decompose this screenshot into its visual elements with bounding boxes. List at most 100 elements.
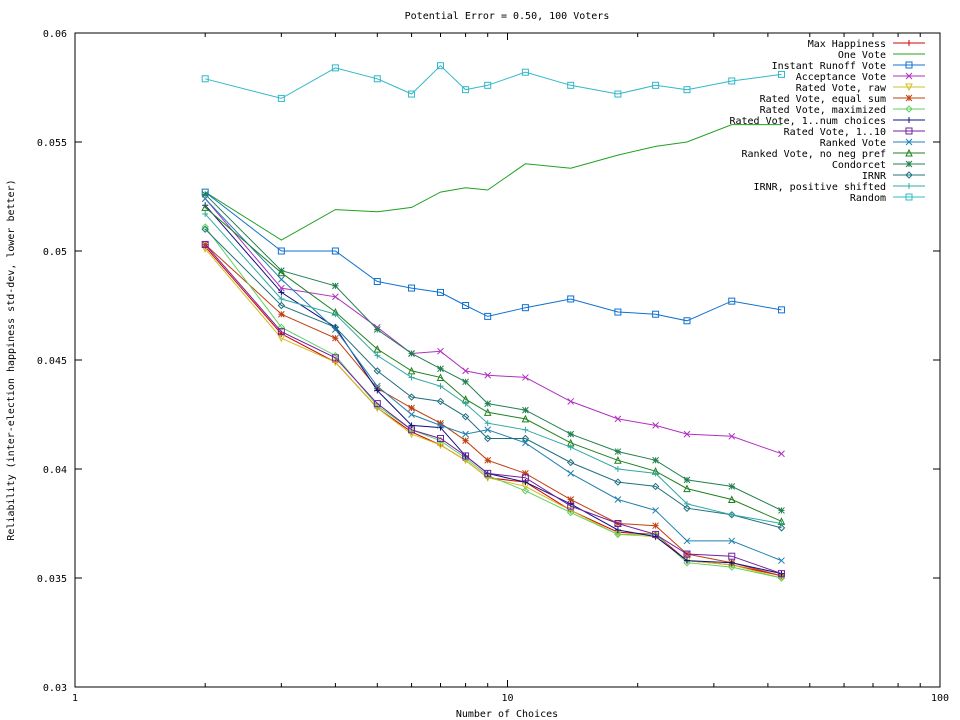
legend-marker — [905, 148, 913, 157]
data-point — [484, 312, 492, 320]
data-point — [407, 430, 416, 439]
data-point — [201, 223, 209, 231]
data-point — [331, 323, 340, 332]
data-point — [651, 482, 660, 491]
data-point — [484, 471, 492, 480]
data-point — [437, 347, 444, 355]
data-point — [373, 400, 381, 408]
data-point — [462, 86, 470, 94]
legend-label: IRNR — [862, 171, 887, 182]
data-point — [373, 382, 381, 390]
data-point — [614, 530, 622, 539]
data-point — [484, 81, 492, 89]
series-instant-runoff-vote — [201, 188, 785, 325]
data-point — [373, 278, 381, 286]
data-point — [521, 487, 530, 495]
y-tick-label: 0.03 — [43, 683, 67, 694]
data-point — [521, 414, 530, 423]
data-point — [408, 90, 416, 98]
plot-frame — [74, 32, 941, 688]
legend-marker — [905, 138, 913, 146]
data-point — [437, 434, 445, 442]
x-tick-label: 10 — [501, 693, 513, 704]
legend-marker — [905, 160, 913, 168]
data-point — [201, 203, 210, 211]
data-point — [201, 241, 209, 248]
data-point — [277, 334, 286, 343]
data-point — [408, 411, 415, 418]
data-point — [614, 90, 622, 98]
data-point — [437, 62, 445, 70]
data-point — [332, 326, 339, 333]
series-rated-vote-1-10 — [201, 240, 785, 578]
legend-label: Ranked Vote — [820, 138, 886, 149]
series-irnr — [201, 225, 786, 532]
legend-item: Acceptance Vote — [796, 72, 925, 83]
data-point — [331, 354, 339, 362]
data-point — [614, 456, 622, 464]
data-point — [331, 64, 339, 72]
data-point — [277, 247, 285, 255]
data-point — [373, 367, 382, 375]
data-point — [522, 374, 529, 381]
data-point — [683, 317, 691, 325]
y-tick-label: 0.06 — [43, 29, 67, 40]
data-point — [521, 304, 529, 312]
data-point — [462, 452, 470, 460]
y-tick-label: 0.045 — [37, 356, 67, 367]
data-point — [566, 508, 575, 517]
series-line — [204, 228, 782, 529]
data-point — [408, 404, 415, 412]
data-point — [566, 458, 575, 467]
x-tick-label: 100 — [931, 693, 949, 704]
series-line — [204, 244, 782, 575]
legend-marker — [905, 72, 913, 80]
legend-label: Max Happiness — [808, 39, 886, 50]
series-line — [204, 191, 782, 322]
data-point — [614, 448, 622, 455]
legend-label: Rated Vote, 1..10 — [784, 127, 886, 138]
data-point — [437, 419, 444, 427]
legend-marker — [905, 105, 913, 113]
data-point — [683, 537, 691, 545]
x-tick-label: 1 — [72, 693, 78, 704]
data-point — [728, 552, 736, 560]
data-point — [614, 496, 622, 503]
data-point — [567, 295, 575, 303]
axes: 0.03 0.035 0.04 0.045 0.05 0.055 0.06 1 10 100 — [37, 29, 949, 704]
data-point — [332, 334, 339, 342]
data-point — [407, 366, 416, 375]
data-point — [437, 288, 445, 296]
data-point — [521, 474, 529, 482]
legend-marker — [905, 83, 913, 92]
series-ranked-vote-no-neg-pref — [201, 203, 786, 525]
legend-item: Rated Vote, 1..10 — [784, 127, 925, 138]
data-point — [777, 70, 785, 78]
data-point — [683, 476, 691, 484]
data-point — [201, 225, 209, 233]
series-ranked-vote — [201, 195, 785, 564]
data-point — [462, 367, 469, 375]
data-point — [652, 507, 659, 514]
y-tick-label: 0.05 — [43, 247, 67, 258]
legend-item: IRNR, positive shifted — [754, 182, 925, 193]
data-point — [728, 537, 736, 545]
data-point — [201, 240, 209, 248]
data-point — [683, 550, 691, 558]
data-point — [652, 456, 659, 464]
series-irnr-positive-shifted — [202, 210, 785, 527]
data-point — [436, 397, 445, 406]
legend-item: Instant Runoff Vote — [772, 61, 925, 72]
data-point — [652, 310, 660, 318]
series-line — [204, 207, 782, 522]
legend-label: Acceptance Vote — [796, 72, 886, 83]
legend-item: Ranked Vote, no neg pref — [742, 148, 925, 160]
data-point — [567, 470, 575, 477]
data-point — [522, 406, 529, 414]
data-point — [728, 432, 736, 440]
data-point — [652, 522, 659, 530]
legend-label: Rated Vote, maximized — [760, 105, 886, 116]
legend-item: Ranked Vote — [820, 138, 925, 149]
